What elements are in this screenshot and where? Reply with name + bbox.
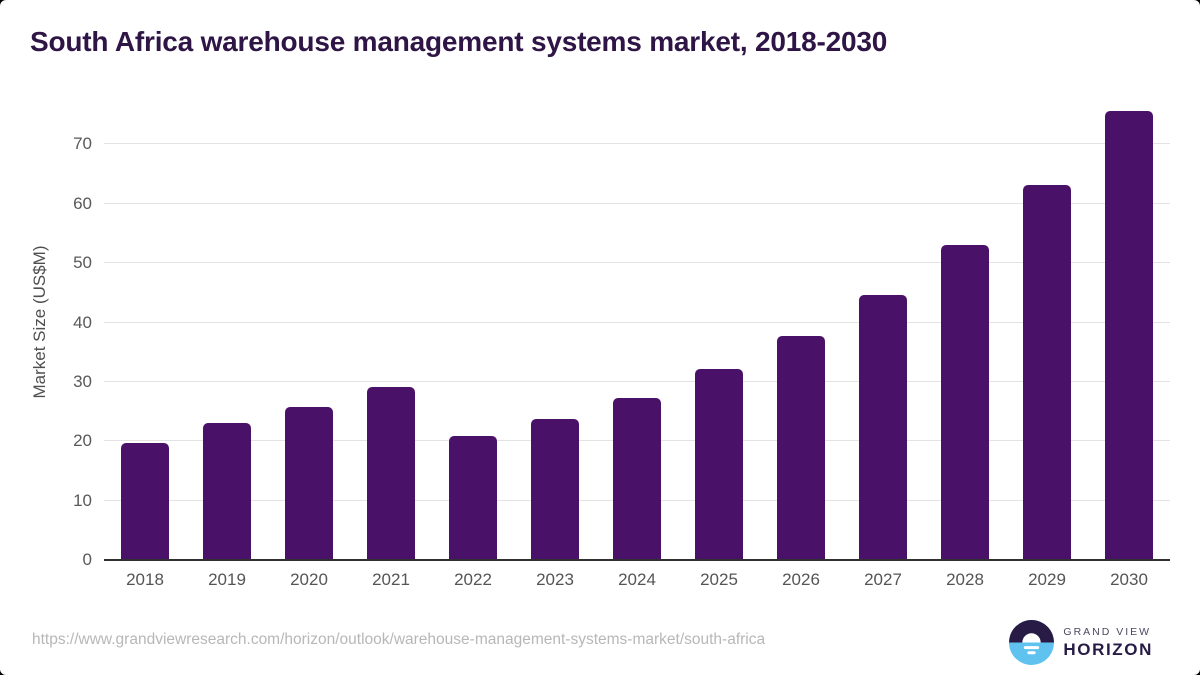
bar-band (1006, 85, 1088, 560)
bar-band (350, 85, 432, 560)
y-tick-label: 40 (73, 312, 92, 332)
y-axis-ticks: 0 10 20 30 40 50 60 70 (42, 85, 92, 569)
y-tick-label: 10 (73, 490, 92, 510)
gridline (104, 143, 1170, 145)
gridline (104, 321, 1170, 323)
x-tick-label: 2025 (700, 570, 738, 589)
brand-text: GRAND VIEW HORIZON (1063, 626, 1153, 660)
bar-2018 (121, 443, 169, 560)
bar-2024 (613, 397, 661, 560)
x-tick-label: 2027 (864, 570, 902, 589)
x-tick-label: 2018 (126, 570, 164, 589)
x-tick-label: 2019 (208, 570, 246, 589)
bar-2028 (941, 245, 989, 560)
y-tick-label: 50 (73, 253, 92, 273)
brand-name-top: GRAND VIEW (1063, 625, 1152, 638)
bar-2020 (285, 406, 333, 560)
gridline (104, 202, 1170, 204)
gridline (104, 262, 1170, 264)
bar-2021 (367, 386, 415, 560)
bar-2023 (531, 419, 579, 560)
bar-band (596, 85, 678, 560)
y-tick-label: 30 (73, 371, 92, 391)
sunrise-horizon-circle-icon (1009, 620, 1055, 665)
x-tick-label: 2023 (536, 570, 574, 589)
gridline (104, 380, 1170, 382)
bar-band (268, 85, 350, 560)
brand-name-bottom: HORIZON (1063, 639, 1153, 659)
y-tick-label: 0 (82, 550, 92, 569)
y-tick-label: 70 (73, 134, 92, 154)
bar-2030 (1105, 111, 1153, 560)
bar-2025 (695, 369, 743, 560)
plot-area: 0 10 20 30 40 50 60 70 (73, 85, 1170, 569)
bar-2026 (777, 336, 825, 560)
bar-band (186, 85, 268, 560)
chart-title: South Africa warehouse management system… (30, 26, 888, 57)
x-tick-label: 2030 (1110, 570, 1148, 589)
bar-band (104, 85, 186, 560)
bar-band (924, 85, 1006, 560)
bars (104, 85, 1170, 560)
y-tick-label: 20 (73, 431, 92, 451)
x-tick-label: 2026 (782, 570, 820, 589)
bar-2022 (449, 435, 497, 560)
bar-2029 (1023, 185, 1071, 560)
source-url: https://www.grandviewresearch.com/horizo… (32, 631, 766, 648)
y-tick-label: 60 (73, 193, 92, 213)
bar-band (678, 85, 760, 560)
bar-2019 (203, 423, 251, 560)
bar-band (842, 85, 924, 560)
x-tick-label: 2021 (372, 570, 410, 589)
x-tick-label: 2024 (618, 570, 656, 589)
bar-band (760, 85, 842, 560)
x-axis-ticks: 2018 2019 2020 2021 2022 2023 2024 2025 2026 2027… (104, 570, 1170, 590)
grand-view-horizon-logo: GRAND VIEW HORIZON (1009, 620, 1153, 665)
bar-2027 (859, 295, 907, 560)
bar-band (514, 85, 596, 560)
x-axis-line (104, 559, 1170, 561)
x-tick-label: 2020 (290, 570, 328, 589)
bar-band (1088, 85, 1170, 560)
x-tick-label: 2029 (1028, 570, 1066, 589)
bar-band (432, 85, 514, 560)
x-tick-label: 2028 (946, 570, 984, 589)
x-tick-label: 2022 (454, 570, 492, 589)
